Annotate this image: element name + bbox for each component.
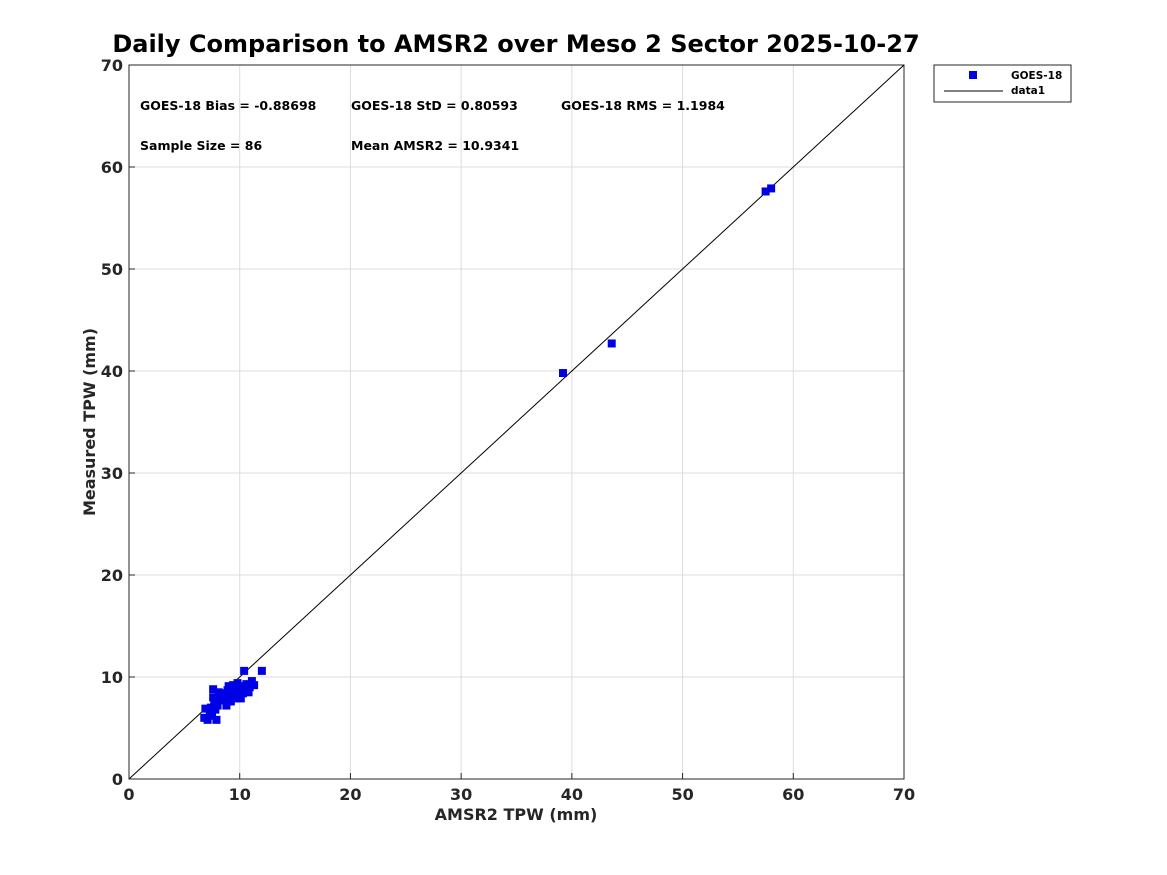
legend-label-goes18: GOES-18 — [1011, 70, 1062, 82]
x-tick-label: 30 — [450, 785, 472, 804]
y-tick-label: 10 — [101, 668, 123, 687]
data-point — [257, 666, 266, 675]
stat-sample-size: Sample Size = 86 — [140, 138, 262, 153]
data-point — [221, 693, 230, 702]
data-point — [222, 701, 231, 710]
x-tick-label: 70 — [893, 785, 915, 804]
data-point — [203, 715, 212, 724]
data-point — [226, 697, 235, 706]
y-axis-label: Measured TPW (mm) — [80, 328, 99, 516]
y-tick-label: 20 — [101, 566, 123, 585]
data-point — [229, 681, 238, 690]
data-point — [237, 682, 246, 691]
data-point — [212, 715, 221, 724]
data-point — [211, 705, 220, 714]
reference-line-data1 — [128, 64, 905, 780]
data-point — [767, 184, 776, 193]
plot-area — [128, 64, 905, 780]
y-tick-label: 50 — [101, 260, 123, 279]
data-point — [247, 677, 256, 686]
x-axis-label: AMSR2 TPW (mm) — [435, 805, 598, 824]
chart-title: Daily Comparison to AMSR2 over Meso 2 Se… — [112, 30, 919, 58]
data-point — [213, 701, 222, 710]
x-tick-label: 60 — [782, 785, 804, 804]
x-tick-label: 0 — [123, 785, 134, 804]
data-point — [245, 683, 254, 692]
stat-std: GOES-18 StD = 0.80593 — [351, 98, 518, 113]
data-point — [201, 704, 210, 713]
data-point — [244, 688, 253, 697]
stat-bias: GOES-18 Bias = -0.88698 — [140, 98, 316, 113]
legend-label-data1: data1 — [1011, 85, 1045, 97]
data-point — [223, 686, 232, 695]
x-tick-label: 20 — [339, 785, 361, 804]
stat-mean: Mean AMSR2 = 10.9341 — [351, 138, 519, 153]
legend-box — [933, 64, 1072, 103]
data-point — [236, 694, 245, 703]
x-axis-ticks: 0 10 20 30 40 50 60 70 — [123, 773, 915, 804]
x-tick-label: 10 — [229, 785, 251, 804]
series-goes18 — [200, 184, 776, 724]
data-point — [224, 682, 233, 691]
x-tick-label: 40 — [561, 785, 583, 804]
legend: GOES-18 data1 — [933, 64, 1072, 103]
y-tick-label: 40 — [101, 362, 123, 381]
y-tick-label: 60 — [101, 158, 123, 177]
data-point — [206, 703, 215, 712]
data-point — [209, 693, 218, 702]
legend-marker-goes18 — [969, 71, 977, 79]
stat-rms: GOES-18 RMS = 1.1984 — [561, 98, 725, 113]
data-point — [210, 697, 219, 706]
y-axis-ticks: 0 10 20 30 40 50 60 70 — [101, 56, 135, 789]
y-tick-label: 30 — [101, 464, 123, 483]
data-point — [233, 679, 242, 688]
data-point — [250, 681, 259, 690]
data-point — [209, 685, 218, 694]
data-point — [240, 666, 249, 675]
data-point — [607, 339, 616, 348]
x-tick-label: 50 — [671, 785, 693, 804]
data-point — [559, 369, 567, 378]
grid-lines — [129, 65, 904, 779]
y-tick-label: 70 — [101, 56, 123, 75]
data-point — [761, 187, 770, 196]
data-point — [214, 688, 223, 697]
data-point — [208, 709, 217, 718]
y-tick-label: 0 — [112, 770, 123, 789]
